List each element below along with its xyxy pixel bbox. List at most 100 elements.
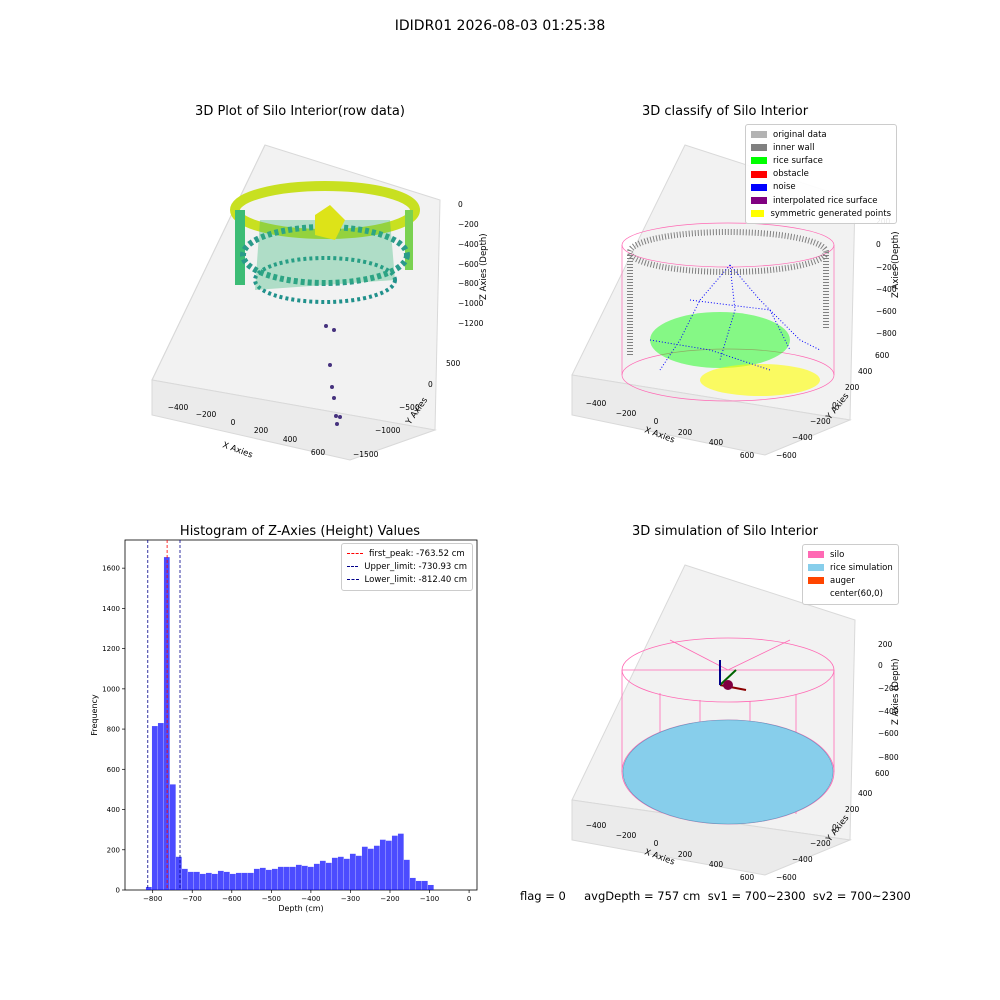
legend-swatch (751, 197, 767, 205)
y-tick-label: 0 (832, 401, 837, 410)
panel2-title: 3D classify of Silo Interior (641, 104, 809, 119)
y-tick-label: −600 (776, 451, 797, 460)
y-tick-label: −1000 (375, 426, 401, 435)
status-footer: flag = 0 avgDepth = 757 cm sv1 = 700~230… (520, 889, 911, 903)
x-tick-label: −200 (380, 895, 399, 903)
y-tick-label: 0 (428, 380, 433, 389)
legend-item: rice surface (751, 154, 891, 167)
histogram-ylabel: Frequency (90, 694, 99, 736)
histogram-bar (259, 867, 266, 890)
x-tick-label: −300 (341, 895, 360, 903)
x-tick-label: 0 (654, 839, 659, 848)
histogram-bar (235, 872, 242, 890)
z-tick-label: 0 (458, 200, 463, 209)
y-tick-label: 600 (875, 351, 890, 360)
histogram-legend: first_peak: -763.52 cm Upper_limit: -730… (341, 543, 473, 591)
panel2-y-ticks: −600 −400 −200 0 200 400 600 (776, 351, 890, 460)
y-tick-label: 500 (446, 359, 461, 368)
y-tick-label: 1000 (102, 685, 120, 693)
histogram-bar (349, 853, 356, 890)
histogram-bar (427, 884, 434, 890)
histogram-bar (187, 871, 194, 890)
z-tick-label: −800 (876, 329, 897, 338)
histogram-bar (277, 866, 284, 890)
x-tick-label: −400 (586, 821, 607, 830)
x-tick-label: 200 (254, 426, 269, 435)
panel4-axes-box (571, 564, 856, 876)
x-tick-label: −400 (586, 399, 607, 408)
y-tick-label: −500 (399, 403, 420, 412)
y-tick-label: 600 (875, 769, 890, 778)
panel1-data-cloud (230, 181, 420, 304)
histogram-vlines (147, 540, 181, 890)
y-tick-label: 0 (832, 823, 837, 832)
legend-label: Upper_limit: -730.93 cm (364, 561, 467, 572)
x-tick-label: −800 (143, 895, 162, 903)
legend-item: noise (751, 181, 891, 194)
x-tick-label: 0 (467, 895, 471, 903)
y-tick-label: 200 (845, 805, 860, 814)
legend-label: Lower_limit: -812.40 cm (364, 574, 467, 585)
y-tick-label: −200 (810, 839, 831, 848)
histogram-bar (415, 880, 422, 890)
legend-label: center(60,0) (830, 589, 883, 600)
x-tick-label: −400 (168, 403, 189, 412)
histogram-bar (373, 845, 380, 890)
legend-label: inner wall (773, 142, 815, 153)
legend-swatch (751, 144, 767, 152)
histogram-title: Histogram of Z-Axies (Height) Values (179, 524, 421, 539)
legend-item: original data (751, 128, 891, 141)
legend-item: rice simulation (808, 561, 893, 574)
histogram-bar (211, 873, 218, 890)
panel4-3d-simulation: −400 −200 0 200 400 600 X Axies −600 −40… (571, 564, 900, 882)
y-tick-label: 400 (858, 367, 873, 376)
histogram-bar (313, 863, 320, 890)
legend-label: rice simulation (830, 562, 893, 573)
y-tick-label: 800 (107, 726, 120, 734)
legend-line (347, 566, 359, 568)
histogram-bar (181, 868, 188, 890)
histogram-bar (163, 557, 170, 890)
legend-item: auger (808, 574, 893, 587)
y-tick-label: 200 (845, 383, 860, 392)
x-tick-label: 400 (709, 438, 724, 447)
x-tick-label: −200 (616, 409, 637, 418)
y-tick-label: 600 (107, 766, 120, 774)
y-tick-label: −200 (810, 417, 831, 426)
legend-item: obstacle (751, 168, 891, 181)
z-tick-label: −1200 (458, 319, 484, 328)
histogram-bar (295, 864, 302, 890)
histogram-bar (175, 856, 182, 890)
z-tick-label: 0 (878, 661, 883, 670)
histogram-bar (205, 872, 212, 890)
z-tick-label: −600 (878, 729, 899, 738)
panel4-x-ticks: −400 −200 0 200 400 600 (586, 821, 755, 882)
x-tick-label: 400 (709, 860, 724, 869)
histogram-bar (151, 726, 158, 890)
legend-item: first_peak: -763.52 cm (347, 547, 467, 560)
histogram-bar (145, 886, 152, 890)
legend-label: auger (830, 575, 855, 586)
panel2-legend: original data inner wall rice surface ob… (745, 124, 897, 225)
x-tick-label: 200 (678, 428, 693, 437)
legend-label: rice surface (773, 155, 823, 166)
histogram-bar (385, 840, 392, 890)
x-tick-label: 200 (678, 850, 693, 859)
legend-item: center(60,0) (808, 588, 893, 601)
legend-label: interpolated rice surface (773, 195, 878, 206)
panel1-z-ticks: 0 −200 −400 −600 −800 −1000 −1200 (458, 200, 484, 328)
z-tick-label: −400 (458, 240, 479, 249)
x-tick-label: −200 (196, 410, 217, 419)
panel2-zlabel: Z Axies (Depth) (891, 231, 900, 298)
y-tick-label: 400 (107, 806, 120, 814)
legend-item: symmetric generated points (751, 207, 891, 220)
histogram-bar (421, 880, 428, 890)
histogram-x-ticks: −800 −700 −600 −500 −400 −300 −200 −100 0 (143, 890, 471, 903)
histogram-bar (193, 871, 200, 890)
x-tick-label: 600 (740, 873, 755, 882)
y-tick-label: 0 (116, 887, 120, 895)
z-tick-label: −200 (878, 684, 899, 693)
histogram-bar (397, 833, 404, 890)
panel1-3d-scatter: −400 −200 0 200 400 600 X Axies −1500 −1… (151, 144, 489, 461)
x-tick-label: 0 (231, 418, 236, 427)
